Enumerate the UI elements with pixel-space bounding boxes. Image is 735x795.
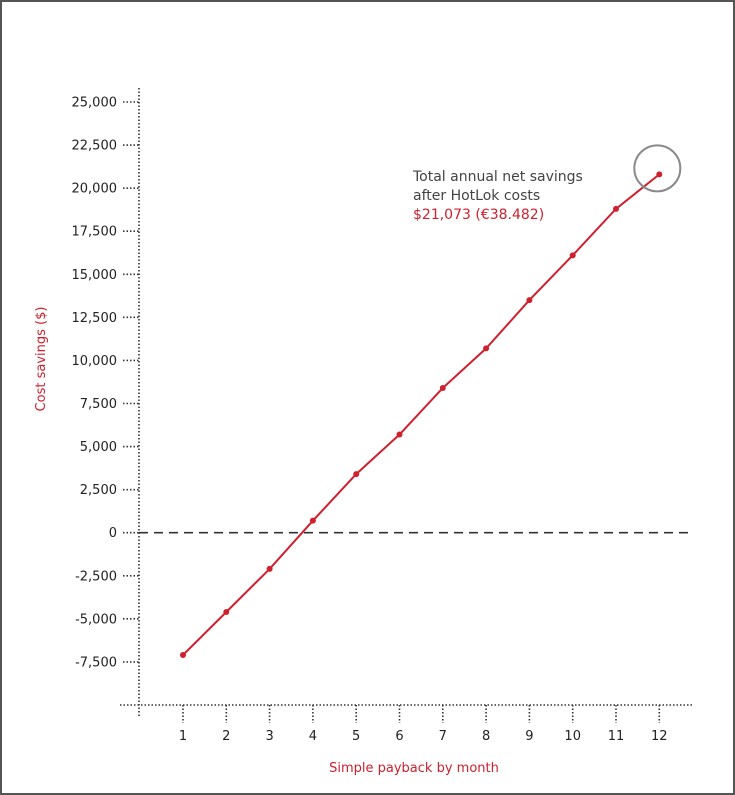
y-tick-label: 7,500: [80, 397, 117, 412]
y-tick-label: -2,500: [75, 569, 117, 584]
x-tick-label: 2: [222, 729, 230, 744]
y-tick-label: 17,500: [72, 225, 118, 240]
x-tick: 10: [564, 705, 581, 744]
x-tick: 6: [395, 705, 404, 744]
data-point: [180, 652, 186, 659]
y-tick: 22,500: [72, 139, 139, 154]
data-point: [569, 252, 576, 259]
x-tick: 7: [439, 705, 447, 744]
y-tick: 17,500: [72, 225, 139, 240]
y-tick: 7,500: [80, 397, 139, 412]
x-tick-label: 3: [265, 729, 273, 744]
x-tick: 1: [179, 705, 187, 744]
data-point: [483, 345, 490, 352]
data-point: [396, 431, 403, 438]
data-point: [353, 471, 360, 478]
y-tick: 10,000: [72, 354, 139, 369]
x-tick-label: 7: [439, 729, 447, 744]
y-tick: 25,000: [72, 96, 139, 111]
x-tick: 9: [525, 705, 534, 744]
data-point: [266, 565, 273, 572]
annotation-line-1: Total annual net savings: [412, 169, 583, 185]
x-tick-label: 9: [525, 729, 533, 744]
y-ticks: 25,000 22,500 20,000 17,500 15,000 12,500 10,0…: [72, 96, 139, 670]
x-tick: 3: [265, 705, 274, 744]
series-line: [182, 173, 660, 656]
y-tick-label: 22,500: [72, 139, 118, 154]
y-tick: 20,000: [72, 182, 139, 197]
y-tick-label: 5,000: [80, 440, 117, 455]
x-tick: 8: [482, 705, 490, 744]
annotation-value: $21,073 (€38.482): [413, 207, 544, 223]
x-tick: 12: [651, 705, 668, 744]
y-tick: -5,000: [75, 612, 139, 627]
y-tick-label: 12,500: [72, 311, 118, 326]
x-ticks: 1 2 3 4 5 6 7 8 9 10 11 12: [179, 705, 668, 744]
annotation-line-2: after HotLok costs: [413, 188, 540, 204]
y-tick: -2,500: [75, 569, 139, 584]
x-tick: 2: [222, 705, 230, 744]
x-tick-label: 1: [179, 729, 187, 744]
y-tick-label: -7,500: [75, 655, 117, 670]
series-group: [180, 171, 663, 659]
x-tick-label: 11: [608, 729, 625, 744]
x-tick-label: 6: [395, 729, 403, 744]
y-tick-label: 2,500: [80, 483, 117, 498]
highlight-circle: [633, 144, 682, 193]
y-tick-label: 25,000: [72, 96, 118, 111]
x-axis-title: Simple payback by month: [329, 761, 499, 776]
data-point: [526, 297, 533, 304]
x-tick: 11: [608, 705, 625, 744]
y-tick: 0: [109, 526, 139, 541]
y-tick: 2,500: [80, 483, 139, 498]
data-point: [613, 205, 619, 212]
data-point: [656, 171, 663, 178]
x-tick-label: 4: [309, 729, 317, 744]
y-tick-label: -5,000: [75, 612, 117, 627]
x-tick-label: 5: [352, 729, 360, 744]
y-axis-title: Cost savings ($): [34, 307, 49, 412]
x-tick: 4: [309, 705, 317, 744]
x-tick: 5: [352, 705, 360, 744]
x-tick-label: 8: [482, 729, 490, 744]
y-tick-label: 15,000: [72, 268, 118, 283]
data-point: [439, 384, 446, 391]
x-tick-label: 10: [564, 729, 581, 744]
y-tick: 5,000: [80, 440, 139, 455]
y-tick-label: 10,000: [72, 354, 118, 369]
x-tick-label: 12: [651, 729, 668, 744]
data-point: [309, 517, 316, 524]
y-tick-label: 20,000: [72, 182, 118, 197]
y-tick: 15,000: [72, 268, 139, 283]
y-tick: 12,500: [72, 311, 139, 326]
data-point: [223, 608, 230, 615]
y-tick-label: 0: [109, 526, 117, 541]
y-tick: -7,500: [75, 655, 139, 670]
